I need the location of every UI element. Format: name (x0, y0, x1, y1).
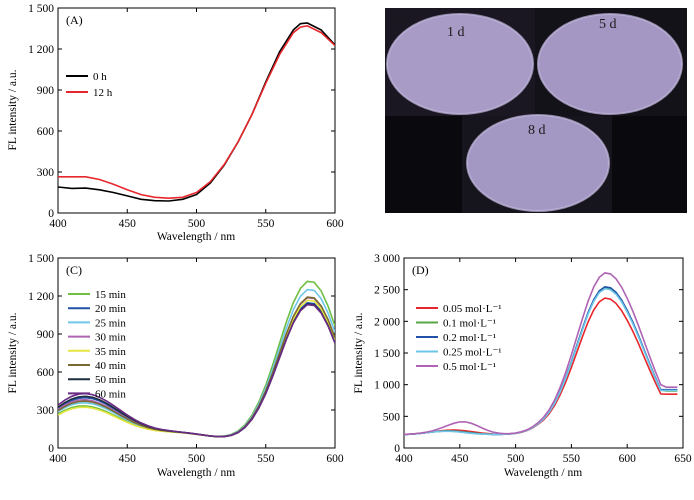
panel-c-x-ticks: 400 450 500 550 600 (49, 258, 344, 465)
x-tick-label: 450 (119, 453, 137, 465)
series-line-2 (58, 24, 335, 200)
panel-d-xlabel: Wavelength / nm (504, 467, 582, 479)
panel-c-y-ticks: 0 300 600 900 1 200 1 500 (28, 253, 335, 455)
panel-d-series (404, 272, 678, 436)
sample-label-8d: 8 d (528, 123, 546, 138)
y-tick-label: 1 200 (28, 44, 54, 56)
legend-label: 40 min (95, 360, 126, 372)
x-tick-label: 550 (257, 453, 275, 465)
legend-label: 0.2 mol·L⁻¹ (443, 332, 496, 344)
panel-d-x-ticks: 400 450 500 550 600 650 (395, 258, 692, 465)
panel-c-series (58, 280, 335, 438)
legend-label: 20 min (95, 303, 126, 315)
panel-a-y-ticks: 0 300 600 900 1 200 1 500 (28, 3, 335, 220)
y-tick-label: 600 (37, 367, 55, 379)
legend-label: 0.1 mol·L⁻¹ (443, 318, 496, 330)
y-tick-label: 1 200 (28, 291, 54, 303)
panel-d-legend: 0.05 mol·L⁻¹ 0.1 mol·L⁻¹ 0.2 mol·L⁻¹ 0.25 m… (416, 303, 502, 373)
panel-d-label: (D) (412, 263, 429, 277)
series-line-1 (58, 22, 335, 202)
panel-c-chart: 0 300 600 900 1 200 1 500 400 450 500 550 600 (C)… (7, 253, 344, 479)
y-tick-label: 1 500 (28, 253, 54, 265)
sample-5d (538, 14, 682, 114)
panel-c-ylabel: FL intensity / a.u. (7, 312, 19, 393)
y-tick-label: 3 000 (374, 253, 400, 265)
x-tick-label: 400 (49, 218, 67, 230)
y-tick-label: 0 (48, 208, 54, 220)
panel-c-label: (C) (66, 263, 82, 277)
y-tick-label: 900 (37, 329, 55, 341)
y-tick-label: 1 500 (374, 348, 400, 360)
panel-c-legend: 15 min 20 min 25 min 30 min 35 min 40 min 50 m… (68, 289, 126, 400)
x-tick-label: 550 (257, 218, 275, 230)
x-tick-label: 500 (188, 218, 206, 230)
y-tick-label: 2 500 (374, 285, 400, 297)
y-tick-label: 900 (37, 85, 55, 97)
legend-label: 0.05 mol·L⁻¹ (443, 303, 502, 315)
sample-label-5d: 5 d (599, 17, 617, 32)
series-line-4 (404, 287, 678, 436)
panel-a-frame (57, 7, 336, 214)
panel-d-y-ticks: 0 500 1 000 1 500 2 000 2 500 3 000 (374, 253, 683, 455)
panel-a-chart: 0 300 600 900 1 200 1 500 400 450 500 550 600 (A)… (7, 3, 344, 243)
series-line-5 (404, 272, 678, 436)
legend-label: 12 h (93, 87, 113, 99)
x-tick-label: 450 (451, 453, 469, 465)
panel-d-chart: 0 500 1 000 1 500 2 000 2 500 3 000 400 450 500 5… (353, 253, 692, 479)
legend-label: 60 min (95, 388, 126, 400)
panel-a-legend: 0 h 12 h (66, 71, 113, 99)
sample-8d (467, 115, 609, 211)
x-tick-label: 400 (395, 453, 413, 465)
panel-a-x-ticks: 400 450 500 550 600 (49, 8, 344, 230)
y-tick-label: 2 000 (374, 316, 400, 328)
legend-label: 30 min (95, 332, 126, 344)
legend-label: 0 h (93, 71, 107, 83)
panel-a-label: (A) (66, 13, 83, 27)
y-tick-label: 0 (48, 443, 54, 455)
y-tick-label: 300 (37, 167, 55, 179)
panel-d-ylabel: FL intensity / a.u. (353, 312, 365, 393)
legend-label: 0.25 mol·L⁻¹ (443, 347, 502, 359)
panel-c-xlabel: Wavelength / nm (157, 467, 235, 479)
y-tick-label: 1 500 (28, 3, 54, 15)
legend-label: 50 min (95, 374, 126, 386)
x-tick-label: 600 (326, 218, 344, 230)
y-tick-label: 1 000 (374, 380, 400, 392)
x-tick-label: 450 (119, 218, 137, 230)
series-line-8 (58, 303, 335, 438)
legend-label: 35 min (95, 346, 126, 358)
panel-a-xlabel: Wavelength / nm (157, 231, 235, 243)
legend-label: 15 min (95, 289, 126, 301)
y-tick-label: 300 (37, 405, 55, 417)
x-tick-label: 600 (619, 453, 637, 465)
legend-label: 0.5 mol·L⁻¹ (443, 361, 496, 373)
photo-panel-label: (B) (391, 13, 407, 27)
legend-label: 25 min (95, 317, 126, 329)
panel-a-series (58, 22, 335, 202)
photo-panel: (B) 1 d 5 d 8 d (385, 8, 687, 213)
panel-a-ylabel: FL intensity / a.u. (7, 69, 19, 150)
sample-1d (387, 14, 533, 114)
x-tick-label: 650 (674, 453, 692, 465)
y-tick-label: 500 (383, 411, 401, 423)
y-tick-label: 0 (394, 443, 400, 455)
x-tick-label: 600 (326, 453, 344, 465)
x-tick-label: 500 (188, 453, 206, 465)
y-tick-label: 600 (37, 126, 55, 138)
x-tick-label: 500 (507, 453, 525, 465)
sample-label-1d: 1 d (447, 25, 465, 40)
x-tick-label: 550 (563, 453, 581, 465)
x-tick-label: 400 (49, 453, 67, 465)
